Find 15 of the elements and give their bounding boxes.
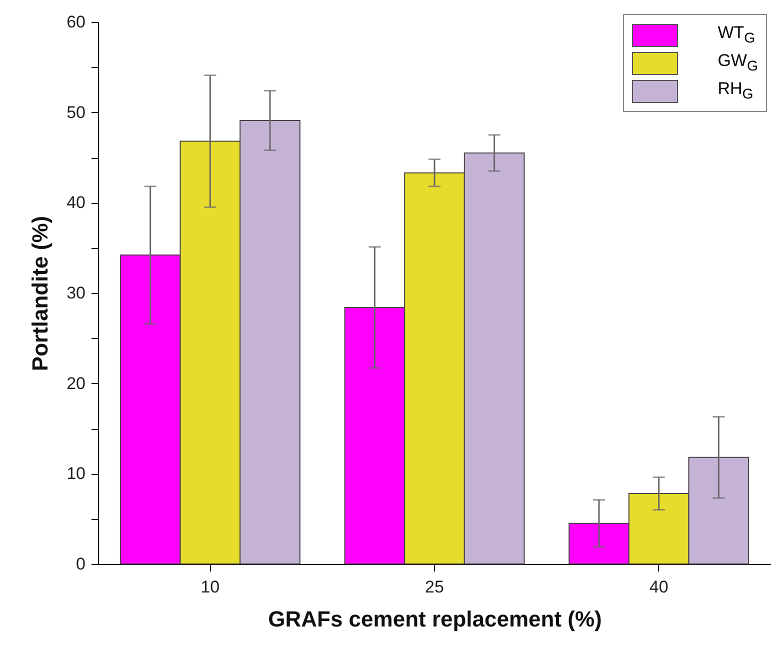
y-tick-label: 10 xyxy=(66,464,86,484)
y-tick-label: 30 xyxy=(66,284,86,302)
y-tick-label: 20 xyxy=(66,374,86,393)
legend-label: WT$_{G}$ xyxy=(718,23,756,47)
x-tick-label: 10 xyxy=(200,578,220,596)
x-tick-label: 40 xyxy=(649,578,668,596)
y-tick-label: 40 xyxy=(66,193,86,212)
legend-label: RH$_{G}$ xyxy=(718,79,754,103)
y-tick-label: 60 xyxy=(66,12,86,32)
legend-label: GW$_{G}$ xyxy=(718,51,758,75)
y-tick-label: 50 xyxy=(66,102,86,122)
x-tick-label: 25 xyxy=(425,578,444,596)
x-axis-title: GRAFs cement replacement (%) xyxy=(268,606,602,632)
y-tick-label: 0 xyxy=(76,554,86,574)
y-axis-title: Portlandite (%) xyxy=(28,216,53,372)
